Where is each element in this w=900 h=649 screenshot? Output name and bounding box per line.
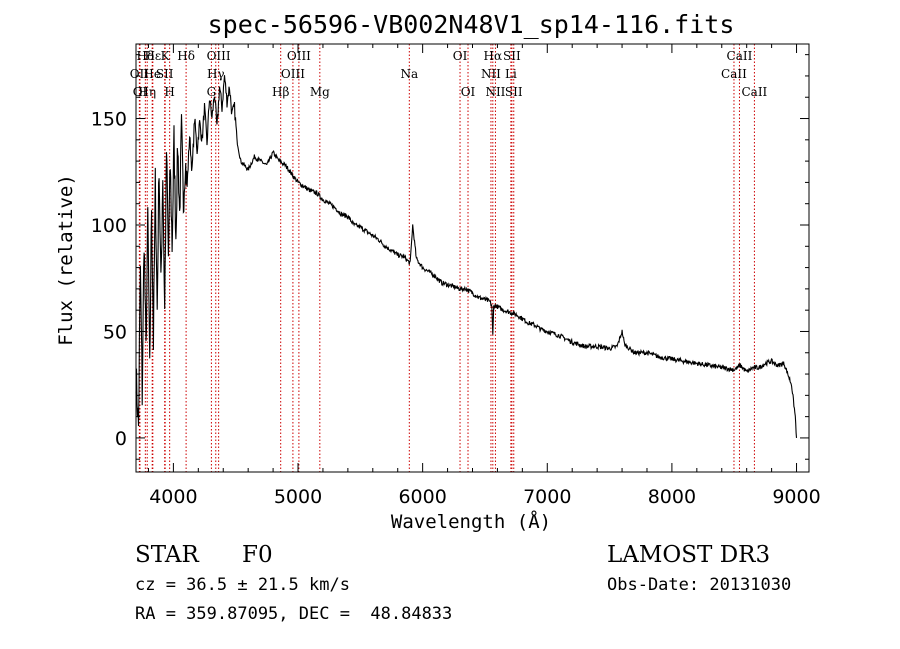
line-label: NII [481,67,501,81]
line-label: OI [461,85,476,99]
y-axis-label: Flux (relative) [55,174,77,346]
line-label: Hδ [177,49,195,63]
line-label: SII [503,49,521,63]
x-tick-label: 7000 [523,486,571,508]
y-tick-label: 100 [91,215,127,237]
x-tick-label: 5000 [274,486,322,508]
plot-frame [135,43,810,473]
line-label: SII [156,67,174,81]
line-label: CaII [741,85,767,99]
line-label: Hδ [136,49,154,63]
line-label: Na [400,67,418,81]
observation-date: Obs-Date: 20131030 [607,575,791,595]
line-label: K [161,49,171,63]
line-label: OIII [281,67,305,81]
line-label: G [207,85,217,99]
line-label: Hη [138,85,156,99]
line-label: Hε [144,49,161,63]
chart-title: spec-56596-VB002N48V1_sp14-116.fits [208,10,735,39]
line-label: He [143,67,161,81]
y-tick-label: 50 [103,321,127,343]
line-label: SII [505,85,523,99]
x-tick-label: 8000 [648,486,696,508]
emission-line-labels: Hδ OII OI Hε He Hη K SII H Hδ OIII Hγ G OIII OIII Hβ Mg N… [130,49,768,99]
object-subclass: F0 [242,542,273,568]
line-label: OI [453,49,468,63]
emission-line-markers [138,44,755,472]
line-label: Hα [484,49,503,63]
line-label: CaII [727,49,753,63]
object-class: STAR [135,542,199,568]
line-label: NII [485,85,505,99]
survey-name: LAMOST DR3 [607,542,770,568]
line-label: Hβ [272,85,289,99]
line-label: OII [130,67,150,81]
line-label: Mg [310,85,330,99]
y-axis-ticks: 0 50 100 150 [91,54,809,460]
y-tick-label: 0 [115,428,127,450]
line-label: CaII [721,67,747,81]
x-tick-label: 4000 [149,486,197,508]
flux-series-line [135,75,798,438]
x-tick-label: 6000 [398,486,446,508]
redshift-cz: cz = 36.5 ± 21.5 km/s [135,575,350,595]
x-axis-ticks: 4000 5000 6000 7000 8000 9000 [147,44,821,508]
line-label: H [164,85,174,99]
line-label: Hγ [207,67,225,81]
line-label: OIII [207,49,231,63]
x-axis-label: Wavelength (Å) [391,510,551,533]
ra-dec-coordinates: RA = 359.87095, DEC = 48.84833 [135,604,452,624]
line-label: Li [505,67,517,81]
line-label: OIII [287,49,311,63]
y-tick-label: 150 [91,109,127,131]
x-tick-label: 9000 [772,486,820,508]
